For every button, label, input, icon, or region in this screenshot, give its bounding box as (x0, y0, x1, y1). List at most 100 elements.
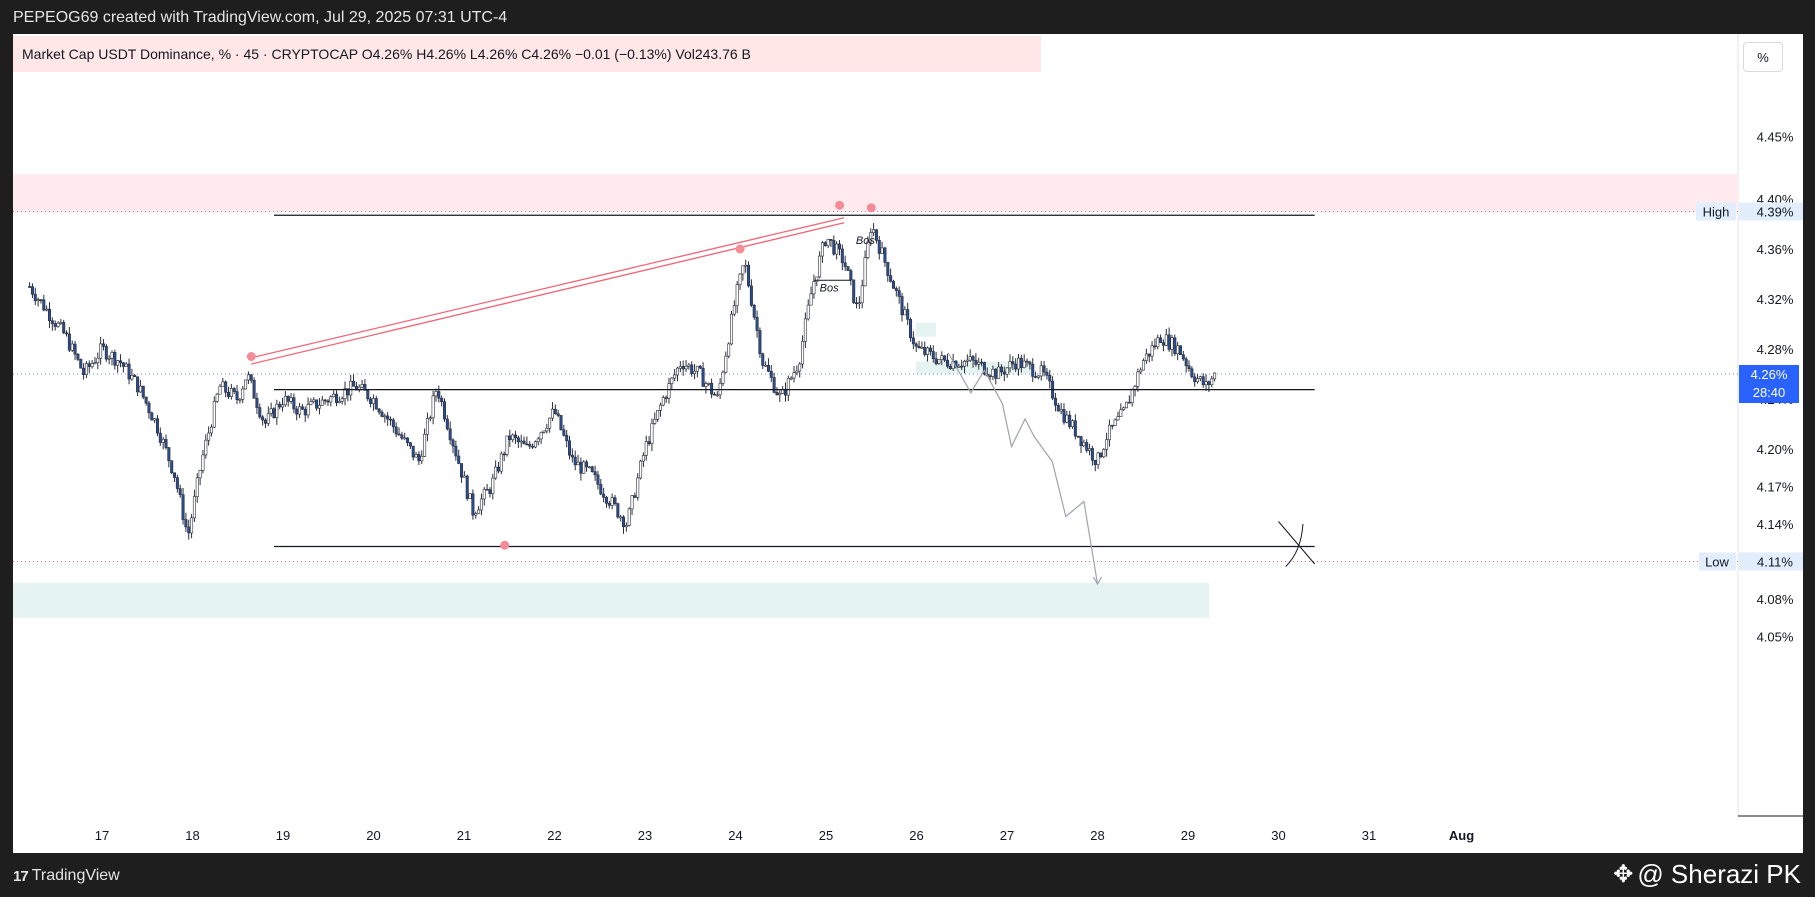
candle (576, 461, 580, 466)
candle (775, 392, 779, 396)
candle (869, 232, 873, 243)
candle (593, 471, 597, 476)
price-axis[interactable]: 4.45%4.40%4.36%4.32%4.28%4.24%4.20%4.17%… (1696, 130, 1803, 645)
candle (99, 343, 103, 359)
candle (65, 332, 69, 335)
candle (1122, 407, 1126, 411)
candle (1150, 345, 1154, 357)
candle (246, 374, 250, 381)
candle (161, 439, 165, 443)
candle (1088, 448, 1092, 451)
candle (1181, 354, 1185, 360)
candle (1116, 416, 1120, 421)
x-tick-label: Aug (1449, 828, 1474, 843)
time-axis[interactable]: 17 18 19 20 21 22 23 24 25 26 27 28 29 30 31 Aug (95, 828, 1474, 843)
candle (835, 243, 839, 255)
candle (613, 497, 617, 504)
candle (1133, 386, 1137, 390)
candle (724, 355, 728, 373)
candle (741, 265, 745, 275)
candle (266, 413, 270, 424)
candle (616, 503, 620, 518)
candle (624, 525, 628, 528)
candle (73, 343, 77, 355)
candle (880, 247, 884, 254)
candle (801, 341, 805, 365)
candle (587, 466, 591, 469)
candle (1093, 459, 1097, 465)
demand-zone (13, 582, 1209, 618)
candle (1025, 360, 1029, 363)
candle (769, 371, 773, 378)
candle (1184, 358, 1188, 367)
x-tick-label: 29 (1181, 828, 1195, 843)
candle (738, 273, 742, 285)
candle (653, 419, 657, 424)
bos-label: Bos (820, 283, 839, 295)
candle (209, 426, 213, 434)
candle (340, 398, 344, 402)
candle (428, 417, 432, 420)
candle (454, 445, 458, 457)
pivot-marker (735, 244, 745, 254)
candle (323, 399, 327, 402)
candle (545, 427, 549, 432)
candle (468, 493, 472, 499)
candle (315, 399, 319, 409)
candle (101, 343, 105, 347)
candle (1056, 404, 1060, 412)
candle (747, 264, 751, 287)
candle (673, 374, 677, 379)
candle (320, 399, 324, 406)
candle (113, 352, 117, 366)
y-tick-label: 4.08% (1757, 592, 1794, 607)
candle (604, 497, 608, 504)
candle (872, 229, 876, 233)
candle (778, 393, 782, 396)
candle (710, 382, 714, 395)
candle (945, 359, 949, 367)
candle (1142, 360, 1146, 371)
candle (1144, 353, 1148, 361)
current-price-badge (1739, 365, 1799, 403)
candle (1190, 368, 1194, 378)
candle (36, 299, 40, 301)
candle (758, 330, 762, 355)
candle (795, 370, 799, 373)
candle (1159, 337, 1163, 343)
candle (434, 391, 438, 397)
candle (678, 366, 682, 369)
tradingview-logo[interactable]: 17 TradingView (13, 867, 120, 885)
candle (596, 474, 600, 485)
candle (326, 400, 330, 403)
symbol-legend[interactable]: Market Cap USDT Dominance, % · 45 · CRYP… (13, 36, 1041, 72)
candle (1130, 389, 1134, 404)
candle (502, 453, 506, 456)
candle (1187, 365, 1191, 370)
candle (752, 304, 756, 318)
candle (477, 509, 481, 514)
candle (1178, 345, 1182, 356)
candle (269, 408, 273, 414)
x-tick-label: 23 (638, 828, 652, 843)
pivot-marker (835, 200, 845, 210)
candle (1161, 342, 1165, 346)
y-tick-label: 4.17% (1757, 480, 1794, 495)
candle (153, 418, 157, 421)
chart-header: PEPEOG69 created with TradingView.com, J… (0, 0, 1815, 34)
candle (641, 455, 645, 462)
candle (772, 377, 776, 393)
candle (667, 383, 671, 399)
candle (729, 313, 733, 345)
candle (218, 386, 222, 395)
candle (47, 308, 51, 322)
candle (1085, 442, 1089, 451)
candle (903, 309, 907, 316)
candle (556, 413, 560, 416)
candle (684, 365, 688, 370)
candle (1156, 337, 1160, 348)
percent-scale-button[interactable]: % (1743, 42, 1783, 72)
candle (539, 432, 543, 440)
